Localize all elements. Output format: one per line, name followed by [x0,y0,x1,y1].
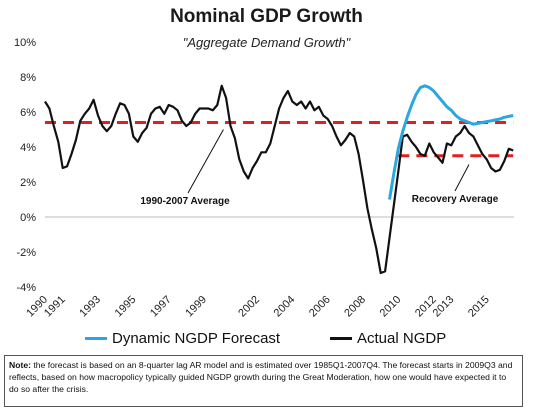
annotation-label: 1990-2007 Average [140,196,230,207]
x-tick-label: 2008 [342,294,368,320]
x-tick-label: 2004 [272,294,298,320]
x-tick-label: 2006 [307,294,333,320]
y-tick-label: 0% [20,212,36,224]
chart-subtitle: "Aggregate Demand Growth" [182,35,351,50]
x-tick-label: 2002 [236,294,262,320]
y-tick-label: 2% [20,177,36,189]
x-tick-label: 1993 [77,294,103,320]
chart-title: Nominal GDP Growth [170,6,363,27]
chart-legend: Dynamic NGDP Forecast Actual NGDP [30,330,530,354]
x-tick-label: 1997 [148,294,174,320]
y-tick-label: -4% [16,282,36,294]
annotation-label: Recovery Average [412,194,499,205]
y-tick-label: -2% [16,247,36,259]
y-tick-label: 10% [14,37,36,49]
legend-swatch [85,337,107,340]
series-line [388,84,514,200]
legend-item: Actual NGDP [330,330,446,347]
legend-label: Dynamic NGDP Forecast [112,330,281,347]
annotation-leader [187,129,224,194]
x-tick-label: 2015 [466,294,492,320]
legend-label: Actual NGDP [357,330,447,347]
x-tick-label: 1991 [42,294,68,320]
note-text: the forecast is based on an 8-quarter la… [9,360,513,394]
legend-item: Dynamic NGDP Forecast [85,330,280,347]
annotation-leader [454,164,470,192]
chart-note: Note: the forecast is based on an 8-quar… [4,355,523,407]
x-tick-label: 2013 [431,294,457,320]
y-tick-label: 4% [20,142,36,154]
legend-swatch [330,337,352,340]
y-tick-label: 6% [20,107,36,119]
x-tick-label: 2010 [378,294,404,320]
series-line [44,84,514,275]
x-tick-label: 1999 [183,294,209,320]
y-tick-label: 8% [20,72,36,84]
note-label: Note: [9,360,31,370]
x-tick-label: 1995 [113,294,139,320]
